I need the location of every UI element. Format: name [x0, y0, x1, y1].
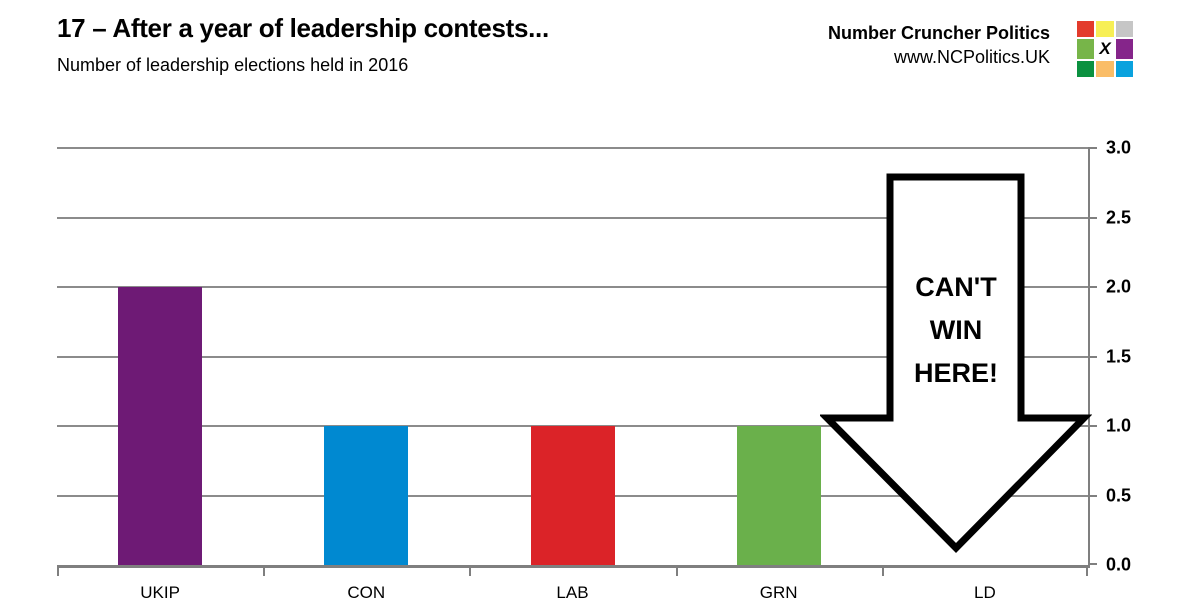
bar-lab — [530, 426, 615, 565]
logo-x-glyph: X — [1099, 39, 1111, 58]
x-axis-label-grn: GRN — [759, 583, 798, 602]
y-axis-tick — [1088, 425, 1097, 427]
brand-name: Number Cruncher Politics — [827, 23, 1050, 43]
logo-color-cell — [1115, 21, 1133, 37]
logo-color-cell — [1077, 21, 1095, 37]
annotation-text: CAN'T WIN HERE! — [890, 266, 1022, 395]
y-axis-label: 1.5 — [1106, 346, 1132, 366]
chart-subtitle: Number of leadership elections held in 2… — [57, 55, 409, 75]
logo-color-cell — [1115, 61, 1133, 77]
x-axis-label-ld: LD — [974, 583, 996, 602]
bar-ukip — [118, 287, 203, 565]
x-axis-label-lab: LAB — [556, 583, 589, 602]
x-axis-tick — [263, 568, 266, 576]
page-title: 17 – After a year of leadership contests… — [57, 13, 549, 43]
y-axis-tick — [1088, 286, 1097, 288]
logo-color-cell — [1115, 39, 1133, 59]
branding-block: Number Cruncher Politics www.NCPolitics.… — [828, 21, 1050, 70]
y-axis-label: 2.5 — [1106, 207, 1132, 227]
annotation-line-1: CAN'T — [915, 272, 997, 302]
down-arrow-icon — [820, 173, 1092, 553]
y-axis-label: 2.0 — [1106, 276, 1132, 297]
brand-url: www.NCPolitics.UK — [893, 47, 1050, 68]
x-axis-tick — [881, 568, 884, 576]
bar-con — [324, 426, 409, 565]
gridline — [57, 286, 1088, 288]
y-axis-label: 0.5 — [1106, 485, 1132, 505]
y-axis-label: 1.0 — [1106, 415, 1132, 436]
gridline — [57, 147, 1088, 149]
logo-color-cell — [1096, 21, 1114, 37]
x-axis-tick — [469, 568, 472, 576]
y-axis-tick — [1088, 147, 1097, 149]
annotation-line-2: WIN — [929, 315, 983, 345]
logo-color-cell — [1077, 61, 1095, 77]
annotation-line-3: HERE! — [913, 358, 998, 388]
y-axis-tick — [1088, 494, 1097, 497]
y-axis-tick — [1088, 216, 1097, 219]
logo-color-cell — [1077, 39, 1095, 59]
gridline — [57, 355, 1088, 358]
ncp-logo-grid-icon: X — [1077, 21, 1133, 77]
x-axis-tick — [1086, 568, 1088, 576]
gridline — [57, 216, 1088, 219]
y-axis-label: 0.0 — [1106, 554, 1132, 575]
x-axis-label-con: CON — [347, 583, 386, 602]
y-axis-tick — [1088, 355, 1097, 358]
y-axis-label: 3.0 — [1106, 137, 1132, 158]
x-axis-tick — [57, 568, 59, 576]
x-axis-label-ukip: UKIP — [140, 583, 180, 602]
y-axis-tick — [1088, 563, 1097, 565]
x-axis-tick — [675, 568, 678, 576]
logo-x-cell: X — [1096, 39, 1113, 59]
bar-grn — [736, 426, 821, 565]
logo-color-cell — [1096, 61, 1114, 77]
plot-area: 3.0 2.5 2.0 1.5 1.0 0.5 0.0 UKIP CON LAB GRN LD — [57, 138, 1131, 602]
